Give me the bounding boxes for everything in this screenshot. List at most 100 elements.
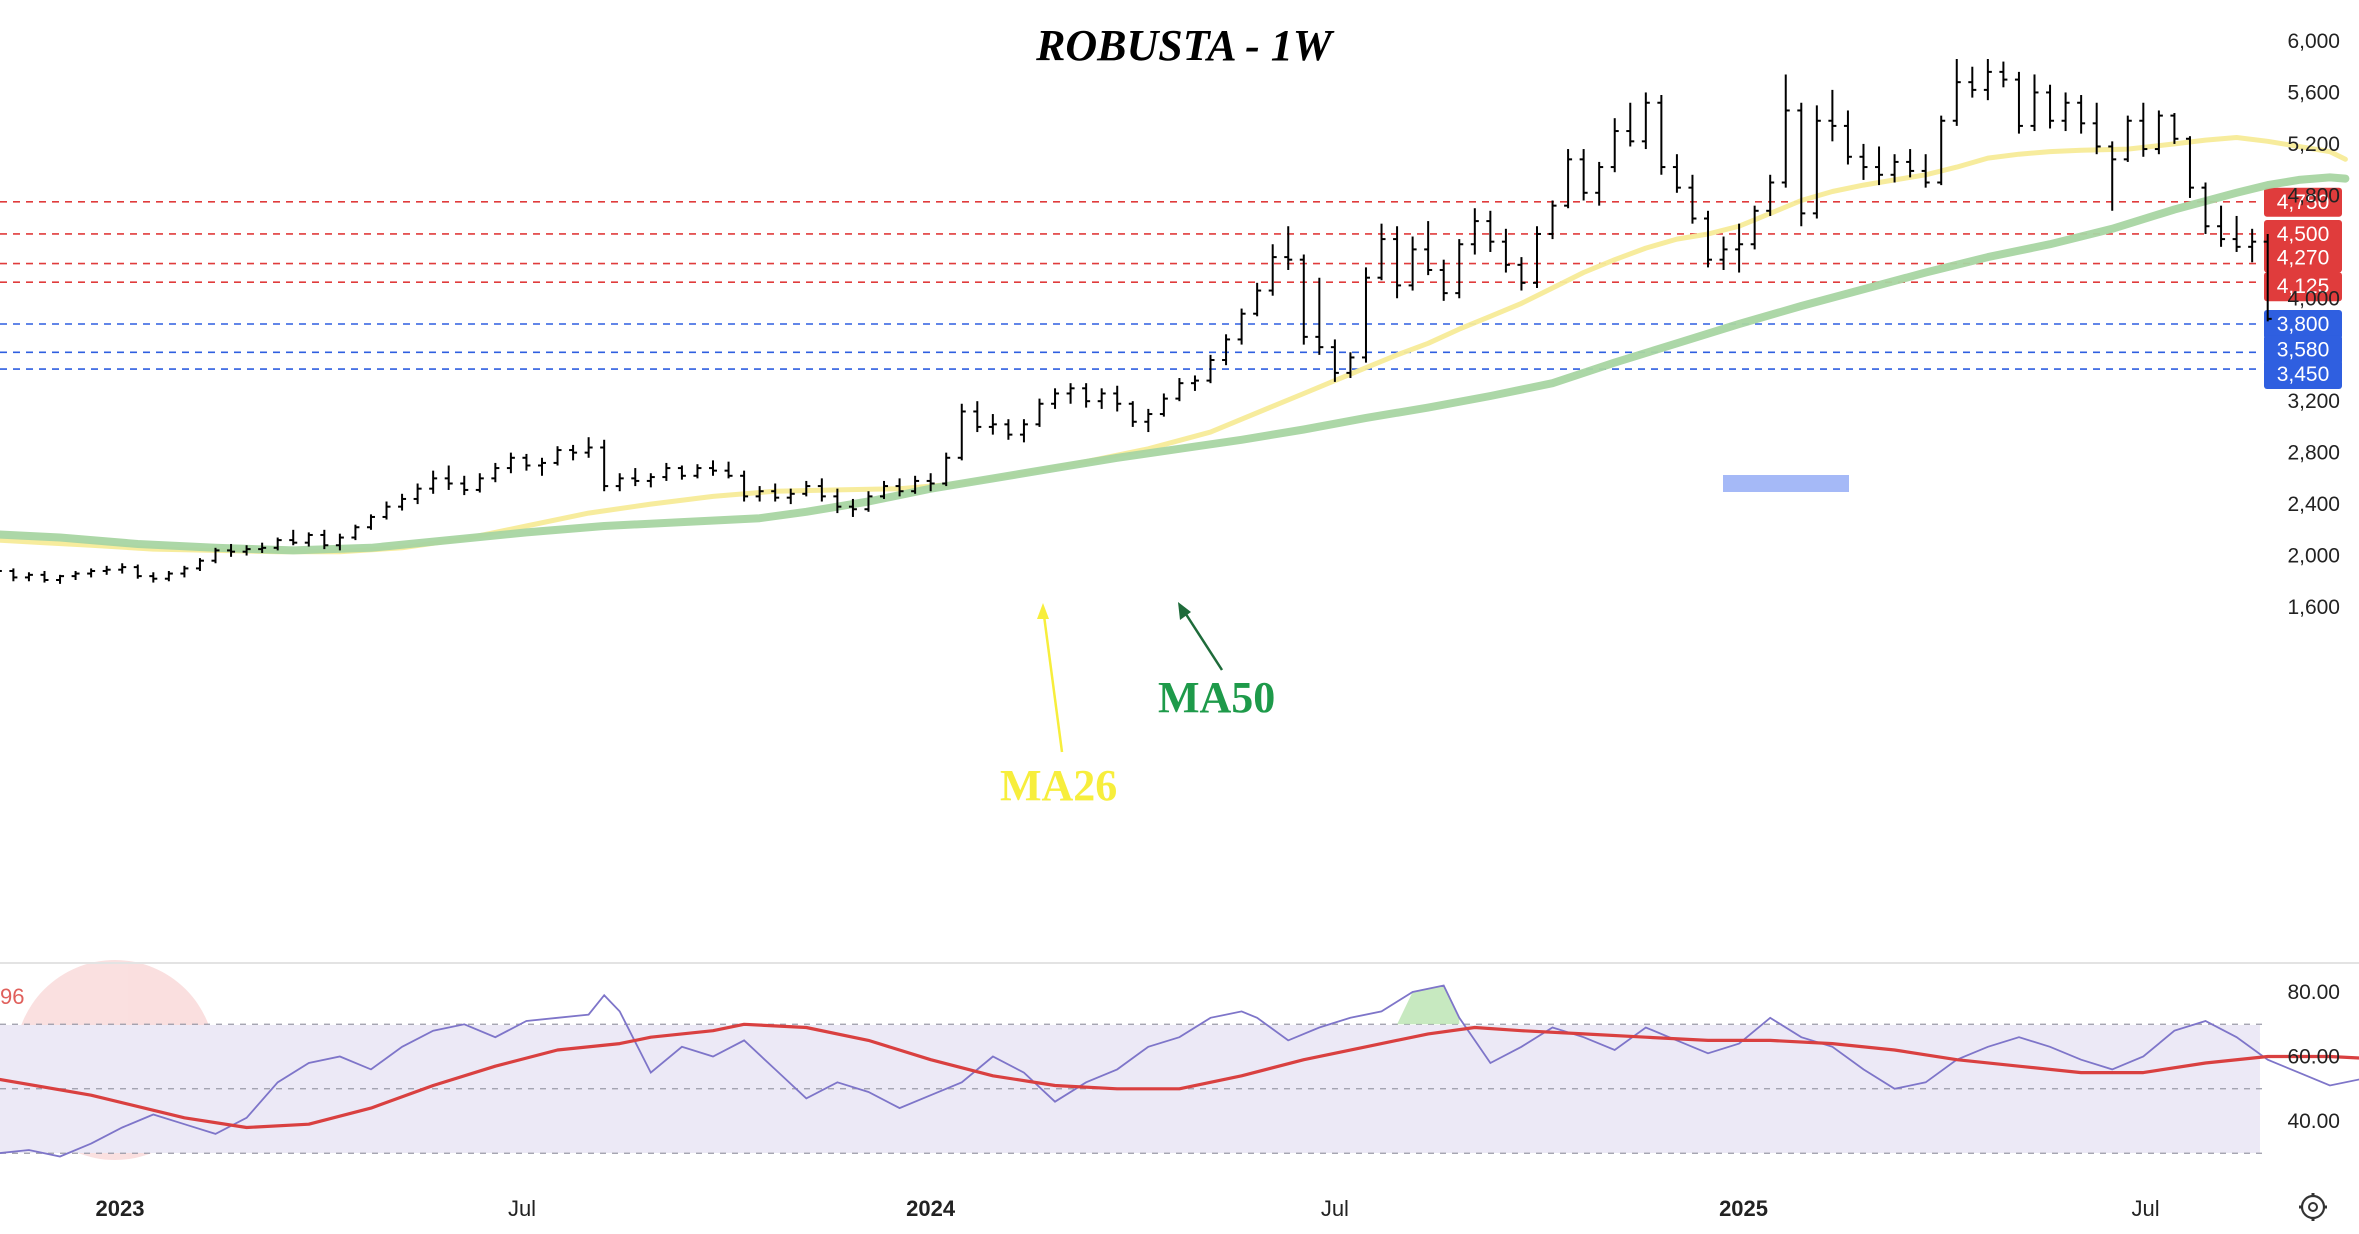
x-axis: 2023Jul2024Jul2025Jul2026 [96,1196,2160,1221]
y-tick-label: 4,000 [2287,287,2340,310]
ohlc-bar [1750,205,1759,250]
ohlc-bar [1688,174,1697,224]
ohlc-bar [786,488,795,505]
ohlc-bar [1983,59,1992,101]
ohlc-bar [1766,174,1775,216]
ohlc-bar [755,486,764,502]
price-bars [0,59,2272,584]
ohlc-bar [2014,71,2023,134]
x-tick-label: Jul [2131,1196,2159,1221]
ohlc-bar [273,537,282,551]
rsi-value-label: 96 [0,984,24,1009]
ohlc-bar [709,460,718,476]
ohlc-bar [2232,215,2241,252]
ma26-label: MA26 [1000,761,1117,810]
ohlc-bar [1921,154,1930,188]
rsi-line [0,984,2359,1158]
ohlc-bar [817,478,826,502]
level-label-box [2264,272,2342,302]
ohlc-bar [600,439,609,492]
ohlc-bar [1361,267,1370,363]
ohlc-bar [398,493,407,511]
ohlc-bar [1128,401,1137,427]
ohlc-bar [1875,146,1884,186]
y-tick-label: 2,800 [2287,442,2340,465]
ohlc-bar [1890,154,1899,183]
ohlc-bar [615,473,624,492]
ohlc-bar [1937,115,1946,186]
ohlc-bar [880,480,889,499]
ohlc-bar [1735,223,1744,273]
ohlc-bar [1082,383,1091,408]
ohlc-bar [957,403,966,461]
ohlc-bar [1657,95,1666,175]
ohlc-bar [2170,113,2179,144]
price-marker [1723,475,1849,492]
ohlc-bar [335,533,344,551]
ohlc-bar [1393,226,1402,299]
level-label: 3,580 [2277,338,2330,361]
y-tick-label: 2,000 [2287,545,2340,568]
ohlc-bar [662,462,671,481]
ohlc-bar [2108,141,2117,211]
ohlc-bar [40,570,49,583]
ohlc-bar [382,501,391,520]
ohlc-bar [1828,89,1837,142]
x-tick-label: Jul [508,1196,536,1221]
ohlc-bar [1315,277,1324,355]
ohlc-bar [2139,102,2148,157]
ohlc-bar [56,574,65,584]
ohlc-bar [366,514,375,530]
ohlc-bar [1470,208,1479,255]
ohlc-bar [724,461,733,479]
ohlc-bar [164,570,173,582]
ohlc-bar [351,524,360,541]
ohlc-bar [2248,228,2257,263]
rsi-axis: 80.00 60.00 40.00 [2287,981,2340,1133]
ohlc-bar [1797,102,1806,227]
ohlc-bar [1268,244,1277,296]
ohlc-bar [1066,383,1075,404]
y-tick-label: 4,800 [2287,184,2340,207]
rsi-tick-label: 40.00 [2287,1110,2340,1133]
ohlc-bar [1424,221,1433,276]
x-tick-label: 2023 [96,1196,145,1221]
settings-icon[interactable] [2299,1193,2327,1221]
ohlc-bar [258,542,267,553]
ohlc-bar [1019,419,1028,443]
ohlc-bar [1626,102,1635,147]
ohlc-bar [802,480,811,497]
ohlc-bar [1781,74,1790,188]
ohlc-bar [195,558,204,571]
level-label: 4,750 [2277,191,2330,214]
ohlc-bar [677,465,686,480]
rsi-lines [0,984,2359,1158]
ohlc-bar [740,470,749,502]
ohlc-bar [1237,308,1246,345]
ohlc-bar [2092,102,2101,155]
ohlc-bar [227,543,236,557]
ohlc-bar [1564,149,1573,209]
ohlc-bar [2123,115,2132,162]
level-label-box [2264,335,2342,365]
ohlc-bar [1548,200,1557,240]
ohlc-bar [1346,352,1355,379]
ohlc-bar [149,572,158,583]
ohlc-bar [771,483,780,502]
ohlc-bar [87,568,96,578]
rsi-ma-line [0,1022,2359,1130]
ohlc-bar [2154,110,2163,155]
ohlc-bar [242,545,251,556]
ohlc-bar [413,483,422,505]
x-tick-label: Jul [1321,1196,1349,1221]
ohlc-bar [2061,92,2070,132]
ohlc-bar [864,491,873,512]
ohlc-bar [320,529,329,550]
x-tick-label: 2024 [906,1196,956,1221]
ma50-arrow [1178,602,1224,671]
ohlc-bar [1719,236,1728,270]
ohlc-bar [833,488,842,514]
ohlc-bar [1641,92,1650,150]
